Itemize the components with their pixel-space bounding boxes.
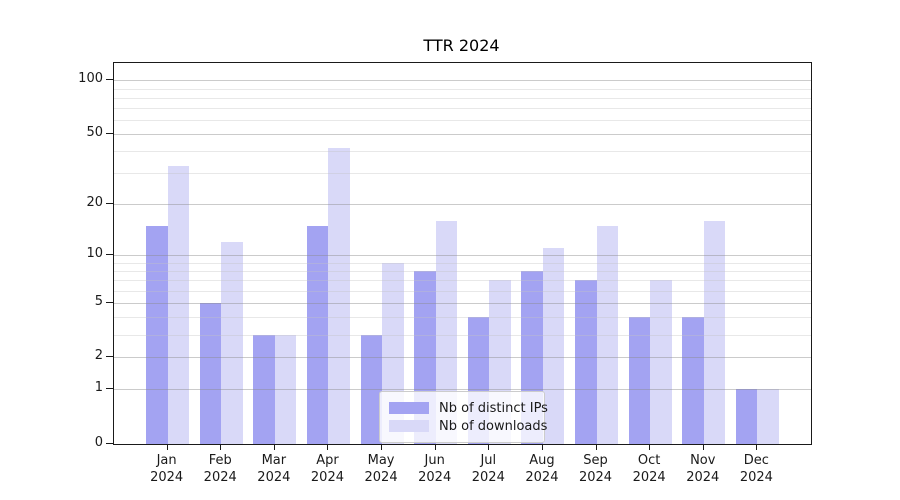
legend-item: Nb of distinct IPs <box>389 400 548 416</box>
x-tick-mark <box>327 444 329 450</box>
minor-gridline <box>114 97 811 99</box>
legend-item: Nb of downloads <box>389 418 547 434</box>
x-tick-mark <box>488 444 490 450</box>
major-gridline <box>114 134 811 136</box>
bar-distinct-ips <box>199 302 222 444</box>
x-tick-label: Mar 2024 <box>257 453 291 485</box>
major-gridline <box>114 357 811 359</box>
bar-distinct-ips <box>360 334 383 444</box>
bar-distinct-ips <box>628 317 651 444</box>
bar-downloads <box>167 166 190 444</box>
y-tick-mark <box>106 133 113 135</box>
x-tick-label: Jun 2024 <box>418 453 452 485</box>
minor-gridline <box>114 270 811 272</box>
bar-downloads <box>435 220 458 444</box>
minor-gridline <box>114 108 811 110</box>
minor-gridline <box>114 262 811 264</box>
y-tick-mark <box>106 388 113 390</box>
bar-distinct-ips <box>735 389 758 444</box>
y-tick-label: 1 <box>94 380 103 396</box>
major-gridline <box>114 204 811 206</box>
x-tick-label: Oct 2024 <box>632 453 666 485</box>
bar-downloads <box>542 248 565 444</box>
y-tick-mark <box>106 443 113 444</box>
x-tick-mark <box>166 444 168 450</box>
bar-distinct-ips <box>253 334 275 444</box>
bar-downloads <box>274 334 297 444</box>
y-tick-mark <box>106 79 113 81</box>
y-tick-label: 50 <box>86 125 103 141</box>
x-tick-label: Nov 2024 <box>686 453 720 485</box>
minor-gridline <box>114 88 811 90</box>
x-tick-mark <box>541 444 543 450</box>
y-tick-mark <box>106 301 113 303</box>
minor-gridline <box>114 151 811 153</box>
x-tick-mark <box>381 444 383 450</box>
bar-downloads <box>650 280 672 444</box>
major-gridline <box>114 80 811 82</box>
x-tick-label: May 2024 <box>364 453 398 485</box>
bar-distinct-ips <box>682 317 704 444</box>
minor-gridline <box>114 173 811 175</box>
x-tick-mark <box>220 444 222 450</box>
y-tick-label: 5 <box>94 293 103 309</box>
x-tick-label: Dec 2024 <box>739 453 773 485</box>
y-tick-label: 10 <box>86 246 103 262</box>
bar-downloads <box>221 241 243 444</box>
x-tick-label: Feb 2024 <box>203 453 237 485</box>
y-tick-label: 0 <box>94 435 103 450</box>
major-gridline <box>114 389 811 391</box>
x-tick-label: Apr 2024 <box>310 453 344 485</box>
y-tick-mark <box>106 254 113 256</box>
legend-label: Nb of downloads <box>439 418 548 434</box>
bar-distinct-ips <box>146 225 168 444</box>
y-tick-mark <box>106 203 113 205</box>
minor-gridline <box>114 120 811 122</box>
x-tick-mark <box>702 444 704 450</box>
bar-downloads <box>328 147 350 444</box>
minor-gridline <box>114 290 811 292</box>
x-tick-label: Jul 2024 <box>471 453 505 485</box>
bar-downloads <box>757 389 779 444</box>
legend-label: Nb of distinct IPs <box>439 400 548 416</box>
x-tick-mark <box>434 444 436 450</box>
x-tick-label: Jan 2024 <box>150 453 184 485</box>
major-gridline <box>114 302 811 304</box>
x-tick-mark <box>649 444 651 450</box>
minor-gridline <box>114 280 811 282</box>
minor-gridline <box>114 317 811 319</box>
x-tick-mark <box>756 444 758 450</box>
minor-gridline <box>114 334 811 336</box>
x-tick-mark <box>595 444 597 450</box>
x-tick-label: Sep 2024 <box>578 453 613 485</box>
y-tick-label: 100 <box>78 71 103 87</box>
y-tick-mark <box>106 356 113 358</box>
chart-title: TTR 2024 <box>423 36 500 55</box>
x-tick-label: Aug 2024 <box>525 453 559 485</box>
downloads-swatch <box>389 420 429 432</box>
bar-downloads <box>596 225 619 444</box>
y-tick-label: 2 <box>94 348 103 364</box>
major-gridline <box>114 255 811 257</box>
bar-distinct-ips <box>306 225 329 444</box>
legend: Nb of distinct IPs Nb of downloads <box>379 391 548 443</box>
x-tick-mark <box>273 444 275 450</box>
distinct-ips-swatch <box>389 402 429 414</box>
bar-distinct-ips <box>575 280 597 444</box>
y-tick-label: 20 <box>86 195 103 211</box>
bar-downloads <box>703 220 726 444</box>
plot-area <box>113 62 812 445</box>
